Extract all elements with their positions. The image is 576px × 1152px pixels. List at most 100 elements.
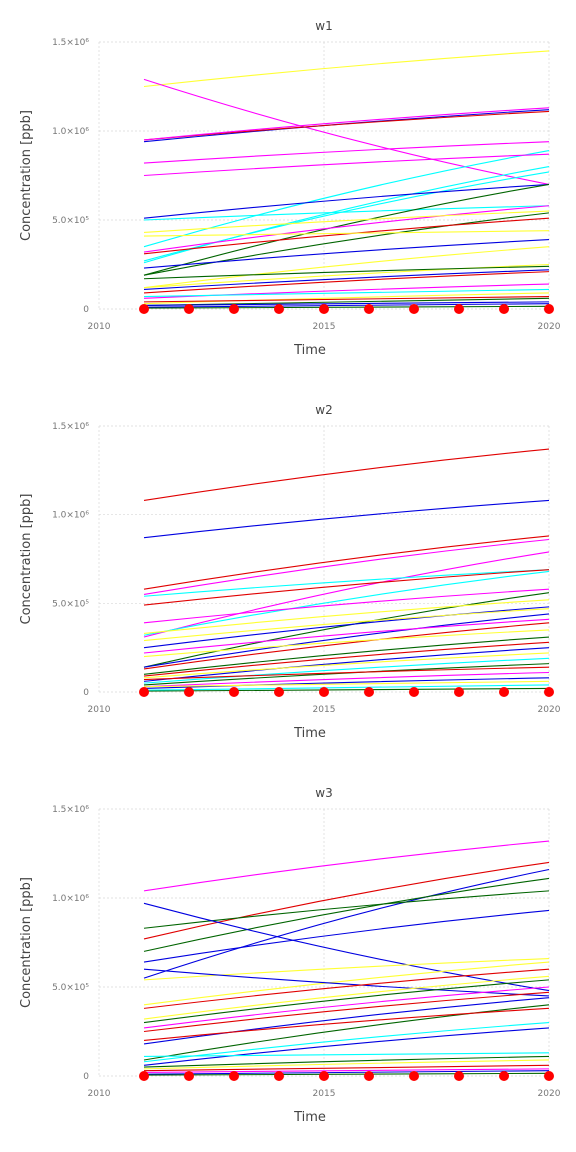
series-line bbox=[143, 265, 550, 280]
series-line bbox=[143, 183, 550, 276]
series-line bbox=[143, 263, 550, 289]
series-line bbox=[143, 868, 550, 979]
x-tick-label: 2015 bbox=[313, 705, 336, 715]
panel-w3: 2010 2015 2020 0 5.0×10⁵ 1.0×10⁶ 1.5×10⁶ w3 Time… bbox=[19, 786, 561, 1125]
series-line bbox=[143, 890, 550, 929]
series-line bbox=[143, 877, 550, 952]
series-line bbox=[143, 1055, 550, 1068]
data-point bbox=[139, 304, 149, 314]
data-point bbox=[454, 687, 464, 697]
data-point bbox=[229, 304, 239, 314]
data-point bbox=[229, 1071, 239, 1081]
series-line bbox=[143, 618, 550, 654]
series-line bbox=[143, 666, 550, 681]
series-line bbox=[143, 210, 550, 234]
x-tick-label: 2015 bbox=[313, 322, 336, 332]
data-point bbox=[454, 304, 464, 314]
series-line bbox=[143, 1070, 550, 1075]
series-line bbox=[143, 986, 550, 1029]
series-line bbox=[143, 1068, 550, 1073]
data-point bbox=[274, 687, 284, 697]
series-line bbox=[143, 292, 550, 305]
series-line bbox=[143, 569, 550, 606]
series-line bbox=[143, 606, 550, 649]
data-point bbox=[184, 687, 194, 697]
y-tick-label: 1.5×10⁶ bbox=[52, 38, 89, 48]
x-tick-label: 2020 bbox=[538, 322, 561, 332]
series-line bbox=[143, 684, 550, 691]
series-line bbox=[143, 107, 550, 141]
series-line bbox=[143, 212, 550, 276]
series-line bbox=[143, 230, 550, 237]
series-line bbox=[143, 909, 550, 963]
series-line bbox=[143, 269, 550, 290]
series-line bbox=[143, 535, 550, 590]
data-point bbox=[544, 304, 554, 314]
series-line bbox=[143, 647, 550, 682]
x-tick-label: 2020 bbox=[538, 1089, 561, 1099]
series-line bbox=[143, 50, 550, 88]
series-line bbox=[143, 570, 550, 636]
data-point bbox=[544, 1071, 554, 1081]
series-line bbox=[143, 1004, 550, 1061]
series-line bbox=[143, 636, 550, 675]
series-line bbox=[143, 680, 550, 688]
series-line bbox=[143, 622, 550, 670]
series-line bbox=[143, 991, 550, 1033]
series-line bbox=[143, 538, 550, 596]
series-line bbox=[143, 217, 550, 255]
y-axis-label: Concentration [ppb] bbox=[19, 110, 34, 241]
series-line bbox=[143, 183, 550, 219]
data-point bbox=[499, 1071, 509, 1081]
series-line bbox=[143, 141, 550, 164]
series-line bbox=[143, 613, 550, 668]
data-point bbox=[184, 304, 194, 314]
series-line bbox=[143, 840, 550, 892]
data-point bbox=[499, 687, 509, 697]
y-tick-label: 0 bbox=[83, 1072, 89, 1082]
series-line bbox=[143, 246, 550, 289]
y-tick-label: 5.0×10⁵ bbox=[52, 216, 89, 226]
series-line bbox=[143, 608, 550, 642]
series-line bbox=[143, 957, 550, 981]
x-axis-label: Time bbox=[293, 726, 326, 741]
y-axis-label: Concentration [ppb] bbox=[19, 494, 34, 625]
data-point bbox=[274, 304, 284, 314]
series-line bbox=[143, 305, 550, 309]
data-point bbox=[364, 687, 374, 697]
x-tick-label: 2010 bbox=[88, 1089, 111, 1099]
series-line bbox=[143, 303, 550, 308]
series-line bbox=[143, 78, 550, 185]
series-line bbox=[143, 641, 550, 677]
series-line bbox=[143, 975, 550, 1020]
y-tick-label: 1.0×10⁶ bbox=[52, 894, 89, 904]
series-line bbox=[143, 968, 550, 1009]
series-line bbox=[143, 569, 550, 597]
y-tick-label: 0 bbox=[83, 305, 89, 315]
series-line bbox=[143, 1072, 550, 1076]
chart-title: w2 bbox=[315, 403, 332, 417]
series-line bbox=[143, 297, 550, 306]
series-line bbox=[143, 588, 550, 624]
series-line bbox=[143, 239, 550, 269]
series-line bbox=[143, 1007, 550, 1041]
series-line bbox=[143, 110, 550, 141]
series-line bbox=[143, 448, 550, 502]
series-line bbox=[143, 205, 550, 221]
y-tick-label: 1.5×10⁶ bbox=[52, 422, 89, 432]
series-line bbox=[143, 687, 550, 692]
series-line bbox=[143, 1022, 550, 1063]
chart-title: w3 bbox=[315, 786, 332, 800]
data-point bbox=[454, 1071, 464, 1081]
y-axis-label: Concentration [ppb] bbox=[19, 877, 34, 1008]
data-point bbox=[274, 1071, 284, 1081]
series-line bbox=[143, 652, 550, 679]
series-line bbox=[143, 153, 550, 177]
data-point bbox=[319, 1071, 329, 1081]
series-line bbox=[143, 671, 550, 688]
series-line bbox=[143, 592, 550, 668]
data-point bbox=[139, 687, 149, 697]
series-line bbox=[143, 997, 550, 1045]
series-line bbox=[143, 599, 550, 635]
